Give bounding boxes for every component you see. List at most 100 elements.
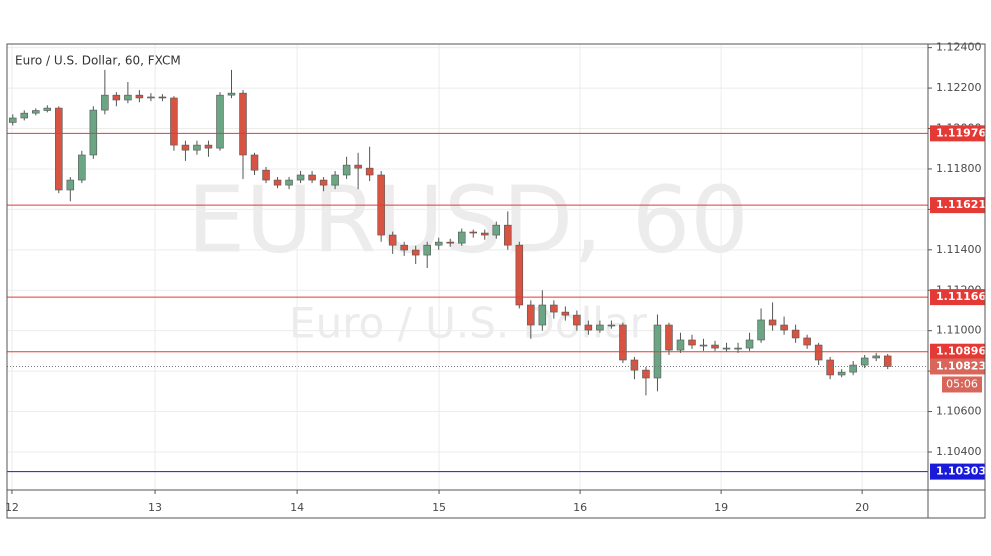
candle-body [158,96,167,99]
y-tick-label: 1.11800 [936,162,982,175]
candle-body [722,347,731,350]
candle-body [814,344,823,361]
level-label: 1.10303 [936,465,986,478]
candle-body [365,167,374,176]
axes: 1.124001.122001.120001.118001.116001.114… [5,41,986,514]
candle-body [124,94,132,101]
candle-body [883,355,892,367]
candle-body [135,94,144,99]
y-tick-label: 1.10600 [936,405,982,418]
x-tick-label: 12 [5,501,19,514]
level-label-bg [930,463,985,480]
candle-body [193,144,201,151]
countdown-label: 05:06 [946,377,978,390]
candle-body [665,324,673,351]
candle-body [527,304,535,326]
candle-body [262,169,270,181]
candle-body [469,231,478,234]
candle-body [101,94,109,111]
candle-body [688,339,696,346]
candle-body [642,369,650,379]
candle-body [78,154,86,181]
candle-body [561,311,570,316]
candle-body [607,324,616,327]
frame [6,43,986,519]
x-tick-label: 13 [148,501,162,514]
x-tick-label: 14 [290,501,304,514]
last-price-bg [930,358,985,375]
candle-body [860,357,869,366]
candle-body [181,144,190,151]
candle-body [32,110,40,114]
level-label: 1.11166 [936,290,986,303]
level-label: 1.10896 [936,345,986,358]
candle-body [619,324,627,361]
candle-body [826,359,834,376]
candle-body [791,329,800,339]
candle-body [630,359,639,371]
candle-body [492,224,501,236]
candle-body [388,234,397,246]
candle-body [204,144,213,149]
candle-body [227,92,236,96]
candle-body [676,339,685,351]
candle-body [768,319,777,326]
candle-body [273,179,282,186]
candle-body [319,179,328,186]
candle-body [584,324,593,331]
watermark: EURUSD, 60 [187,166,749,273]
candle-body [699,344,708,347]
y-tick-label: 1.11000 [936,324,982,337]
candle-body [43,107,52,111]
x-tick-label: 20 [855,501,869,514]
level-label-bg [930,289,985,306]
candle-body [66,179,75,191]
x-tick-label: 16 [573,501,587,514]
y-tick-label: 1.10400 [936,445,982,458]
candle-body [170,97,178,146]
candle-body [457,231,466,244]
candle-body [434,241,443,246]
level-label-bg [930,125,985,142]
candle-body [757,319,765,341]
candle-body [745,339,754,349]
candle-body [342,164,351,176]
x-tick-label: 15 [432,501,446,514]
candle-body [504,224,512,246]
level-label: 1.11976 [936,126,986,139]
candle-body [55,107,63,191]
candle-body [239,92,247,156]
last-price-label: 1.10823 [936,359,986,372]
candle-body [296,174,305,181]
candle-body [285,179,293,186]
candle-body [872,355,880,359]
candle-body [481,232,489,236]
candle-body [803,337,811,346]
candle-body [596,324,604,331]
level-label-bg [930,343,985,360]
candle-body [308,174,316,181]
candle-body [400,244,408,251]
candle-body [9,117,17,123]
y-tick-label: 1.11400 [936,243,982,256]
countdown-bg [942,376,982,393]
candle-body [423,244,431,256]
candle-body [849,364,857,373]
y-tick-label: 1.12400 [936,41,982,54]
candle-body [573,314,581,326]
candle-body [354,164,362,169]
level-label: 1.11621 [936,198,986,211]
candle-body [411,249,420,256]
candle-body [331,174,339,186]
level-label-bg [930,197,985,214]
candle-body [538,304,547,326]
candle-body [250,154,259,171]
y-tick-label: 1.12200 [936,81,982,94]
candle-body [20,112,29,119]
chart-title: Euro / U.S. Dollar, 60, FXCM [15,54,181,68]
candle-body [216,94,224,149]
x-tick-label: 19 [714,501,728,514]
candle-body [780,324,788,331]
